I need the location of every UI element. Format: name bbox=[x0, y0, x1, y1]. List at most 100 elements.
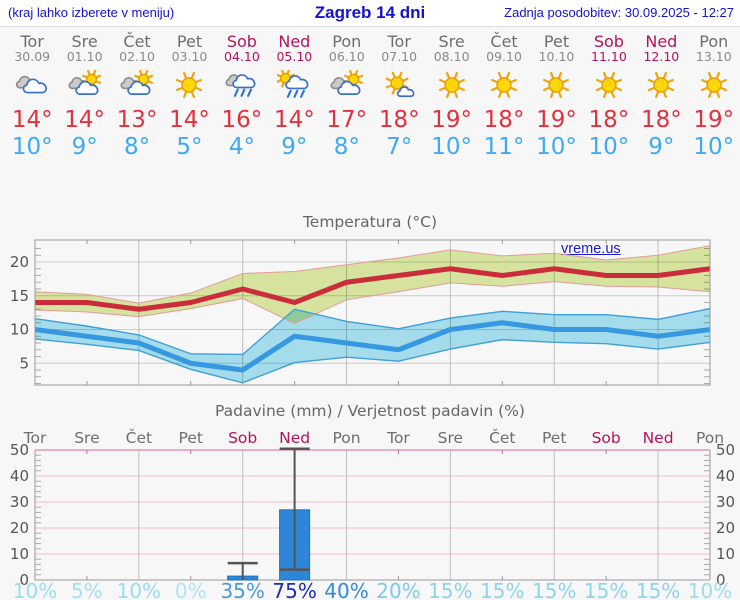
day-column-06.10[interactable]: Pon 06.10 17° 8° bbox=[321, 33, 373, 160]
day-column-11.10[interactable]: Sob 11.10 18° 10° bbox=[583, 33, 635, 160]
sun-rain-icon bbox=[268, 69, 320, 104]
y-axis-label: 50 bbox=[10, 441, 29, 459]
max_range-edge bbox=[34, 245, 711, 304]
max_temp-line bbox=[35, 266, 711, 312]
precip-probability: 20% bbox=[376, 579, 420, 600]
low-temp: 5° bbox=[176, 134, 203, 160]
day-date: 01.10 bbox=[66, 49, 103, 64]
chart-day-label: Pet bbox=[542, 429, 566, 447]
low-temp: 10° bbox=[536, 134, 577, 160]
low-temp: 10° bbox=[11, 134, 53, 160]
day-column-30.09[interactable]: Tor 30.09 14° 10° bbox=[6, 33, 58, 160]
day-date: 09.10 bbox=[486, 49, 522, 64]
day-column-09.10[interactable]: Čet 09.10 18° 11° bbox=[478, 33, 530, 160]
chart-day-label: Čet bbox=[126, 428, 152, 447]
y-axis-label: 10 bbox=[10, 545, 29, 563]
min_range-edge bbox=[34, 307, 711, 356]
precipitation-chart-title: Padavine (mm) / Verjetnost padavin (%) bbox=[215, 402, 525, 420]
day-name: Sob bbox=[593, 32, 624, 51]
day-name: Ned bbox=[645, 32, 678, 51]
day-name: Sre bbox=[71, 32, 98, 51]
high-temp: 14° bbox=[64, 107, 106, 133]
high-temp: 18° bbox=[588, 107, 630, 133]
high-temp: 17° bbox=[326, 107, 368, 133]
low-temp: 9° bbox=[281, 134, 308, 160]
day-column-02.10[interactable]: Čet 02.10 13° 8° bbox=[111, 33, 163, 160]
day-column-08.10[interactable]: Sre 08.10 19° 10° bbox=[425, 33, 477, 160]
day-date: 30.09 bbox=[14, 49, 51, 64]
rain-icon bbox=[216, 70, 268, 104]
day-name: Pet bbox=[176, 32, 203, 51]
day-date: 12.10 bbox=[643, 49, 680, 64]
day-date: 02.10 bbox=[119, 49, 155, 64]
sunny-icon bbox=[530, 70, 582, 104]
day-name: Pon bbox=[332, 32, 362, 51]
precip-probability: 15% bbox=[480, 579, 524, 600]
day-date: 10.10 bbox=[538, 49, 575, 64]
precip-probability: 15% bbox=[584, 579, 628, 600]
high-temp: 13° bbox=[116, 107, 158, 133]
high-temp: 18° bbox=[483, 107, 525, 133]
precip-probability: 15% bbox=[636, 579, 680, 600]
day-column-01.10[interactable]: Sre 01.10 14° 9° bbox=[58, 33, 110, 160]
precip-probability: 10% bbox=[13, 579, 57, 600]
chart-day-label: Pon bbox=[696, 429, 724, 447]
day-column-03.10[interactable]: Pet 03.10 14° 5° bbox=[163, 33, 215, 160]
chart-day-label: Ned bbox=[643, 429, 674, 447]
precip-probability: 0% bbox=[175, 579, 207, 600]
high-temp: 19° bbox=[536, 107, 577, 133]
low-temp: 4° bbox=[228, 134, 255, 160]
page-title: Zagreb 14 dni bbox=[314, 3, 426, 22]
sunny-icon bbox=[635, 70, 687, 104]
day-name: Čet bbox=[123, 32, 151, 51]
day-column-12.10[interactable]: Ned 12.10 18° 9° bbox=[635, 33, 687, 160]
precip-probability: 5% bbox=[71, 579, 103, 600]
day-date: 03.10 bbox=[171, 49, 208, 64]
temperature-chart: 5 10 15 20 bbox=[10, 239, 711, 386]
watermark-link[interactable]: vreme.us bbox=[561, 241, 621, 257]
day-column-07.10[interactable]: Tor 07.10 18° 7° bbox=[373, 33, 425, 160]
y-axis-label-right: 30 bbox=[716, 493, 735, 511]
chart-day-label: Tor bbox=[23, 429, 47, 447]
day-name: Tor bbox=[20, 32, 44, 51]
y-axis-label: 5 bbox=[19, 354, 29, 372]
sunny-icon bbox=[425, 70, 477, 104]
chart-day-label: Sre bbox=[74, 429, 99, 447]
day-column-05.10[interactable]: Ned 05.10 14° 9° bbox=[268, 33, 320, 160]
high-temp: 16° bbox=[221, 107, 263, 133]
day-name: Tor bbox=[387, 32, 411, 51]
day-column-10.10[interactable]: Pet 10.10 19° 10° bbox=[530, 33, 582, 160]
chart-day-label: Pon bbox=[332, 429, 360, 447]
day-date: 13.10 bbox=[695, 49, 732, 64]
high-temp: 14° bbox=[11, 107, 53, 133]
high-temp: 19° bbox=[693, 107, 735, 133]
day-column-13.10[interactable]: Pon 13.10 19° 10° bbox=[688, 33, 740, 160]
y-axis-label-right: 40 bbox=[716, 467, 735, 485]
sunny-icon bbox=[163, 70, 215, 104]
menu-hint: (kraj lahko izberete v meniju) bbox=[8, 5, 175, 20]
last-update: Zadnja posodobitev: 30.09.2025 - 12:27 bbox=[504, 5, 734, 20]
low-temp: 10° bbox=[588, 134, 630, 160]
y-axis-label: 40 bbox=[10, 467, 29, 485]
precip-probability: 10% bbox=[688, 579, 732, 600]
y-axis-label: 30 bbox=[10, 493, 29, 511]
y-axis-label: 10 bbox=[10, 321, 29, 339]
day-name: Sob bbox=[226, 32, 257, 51]
high-temp: 14° bbox=[273, 107, 315, 133]
chart-day-label: Sob bbox=[592, 429, 621, 447]
precip-probability: 10% bbox=[117, 579, 161, 600]
low-temp: 11° bbox=[483, 134, 525, 160]
low-temp: 8° bbox=[333, 134, 360, 160]
day-date: 07.10 bbox=[381, 49, 418, 64]
high-temp: 18° bbox=[640, 107, 682, 133]
precip-probability: 15% bbox=[428, 579, 472, 600]
chart-day-label: Pet bbox=[179, 429, 203, 447]
chart-day-label: Tor bbox=[386, 429, 410, 447]
y-axis-label: 15 bbox=[10, 287, 29, 305]
y-axis-label-right: 50 bbox=[716, 441, 735, 459]
low-temp: 10° bbox=[431, 134, 473, 160]
day-column-04.10[interactable]: Sob 04.10 16° 4° bbox=[216, 33, 268, 160]
day-date: 05.10 bbox=[276, 49, 313, 64]
